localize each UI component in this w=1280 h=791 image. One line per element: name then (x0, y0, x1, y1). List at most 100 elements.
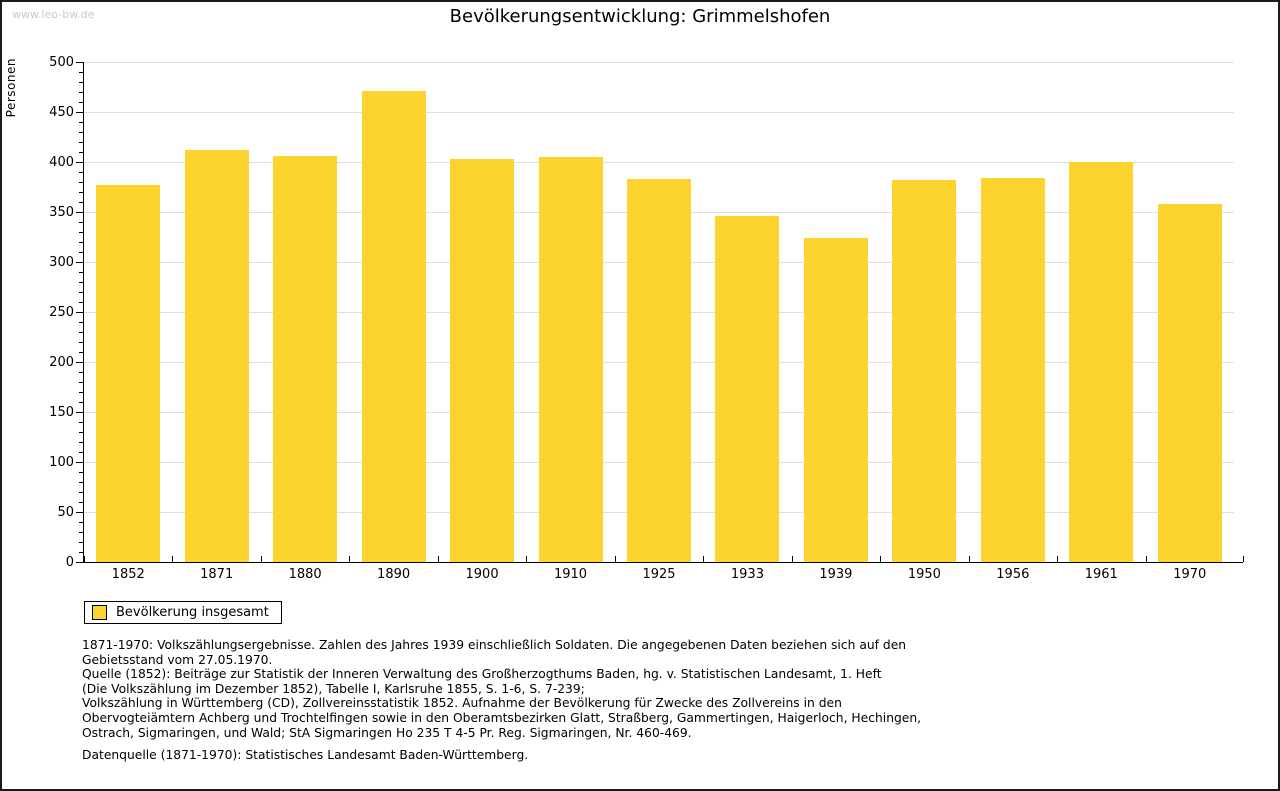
y-tick-label: 250 (49, 305, 74, 320)
source-notes: 1871-1970: Volkszählungsergebnisse. Zahl… (82, 638, 1202, 763)
y-minor-tick (79, 302, 83, 303)
y-axis-line (83, 62, 84, 563)
x-axis-line (83, 562, 1243, 563)
chart-title: Bevölkerungsentwicklung: Grimmelshofen (449, 6, 831, 27)
note-line: Ostrach, Sigmaringen, und Wald; StA Sigm… (82, 725, 692, 740)
y-minor-tick (79, 252, 83, 253)
datasource-line: Datenquelle (1871-1970): Statistisches L… (82, 748, 529, 763)
bar-1956 (980, 178, 1045, 562)
bar-1890 (361, 91, 426, 562)
bar-1970 (1157, 204, 1222, 562)
y-minor-tick (79, 72, 83, 73)
y-minor-tick (79, 482, 83, 483)
y-minor-tick (79, 122, 83, 123)
x-tick (526, 556, 528, 562)
y-minor-tick (79, 82, 83, 83)
y-minor-tick (79, 232, 83, 233)
bar-1910 (538, 157, 603, 562)
legend-label: Bevölkerung insgesamt (116, 605, 269, 620)
x-tick (1145, 556, 1147, 562)
y-minor-tick (79, 452, 83, 453)
y-tick-label: 400 (49, 155, 74, 170)
x-tick (260, 556, 262, 562)
x-tick (1057, 556, 1059, 562)
y-minor-tick (79, 92, 83, 93)
y-major-tick (76, 112, 83, 113)
x-tick-label: 1852 (111, 567, 145, 582)
y-minor-tick (79, 532, 83, 533)
bar-1961 (1069, 162, 1134, 562)
x-tick (968, 556, 970, 562)
y-minor-tick (79, 282, 83, 283)
y-minor-tick (79, 142, 83, 143)
note-line: Obervogteiämtern Achberg und Trochtelfin… (82, 710, 922, 725)
x-tick-label: 1950 (907, 567, 941, 582)
bar-1925 (627, 179, 691, 562)
y-minor-tick (79, 152, 83, 153)
bar-1852 (96, 185, 161, 562)
y-minor-tick (79, 542, 83, 543)
x-tick-label: 1890 (377, 567, 411, 582)
x-tick-label: 1939 (819, 567, 853, 582)
plot-area (84, 62, 1234, 562)
y-minor-tick (79, 322, 83, 323)
y-minor-tick (79, 372, 83, 373)
x-tick (614, 556, 616, 562)
y-major-tick (76, 462, 83, 463)
note-lines: 1871-1970: Volkszählungsergebnisse. Zahl… (82, 638, 1202, 740)
x-tick-label: 1925 (642, 567, 676, 582)
grid-line (84, 162, 1234, 163)
y-minor-tick (79, 242, 83, 243)
x-tick (437, 556, 439, 562)
y-tick-label: 100 (49, 455, 74, 470)
x-tick-label: 1933 (730, 567, 764, 582)
y-minor-tick (79, 442, 83, 443)
y-minor-tick (79, 432, 83, 433)
x-tick (172, 556, 174, 562)
grid-line (84, 62, 1234, 63)
y-tick-label: 150 (49, 405, 74, 420)
x-tick (703, 556, 705, 562)
y-minor-tick (79, 472, 83, 473)
y-minor-tick (79, 502, 83, 503)
bar-1939 (803, 238, 868, 562)
y-minor-tick (79, 382, 83, 383)
x-tick (84, 556, 85, 562)
y-minor-tick (79, 132, 83, 133)
y-minor-tick (79, 202, 83, 203)
y-tick-label: 0 (65, 555, 74, 570)
y-major-tick (76, 412, 83, 413)
y-major-tick (76, 512, 83, 513)
y-minor-tick (79, 192, 83, 193)
y-minor-tick (79, 552, 83, 553)
y-minor-tick (79, 342, 83, 343)
y-minor-tick (79, 402, 83, 403)
y-tick-label: 200 (49, 355, 74, 370)
y-minor-tick (79, 292, 83, 293)
x-tick (791, 556, 793, 562)
x-tick-label: 1970 (1173, 567, 1207, 582)
y-major-tick (76, 312, 83, 313)
y-major-tick (76, 362, 83, 363)
y-minor-tick (79, 222, 83, 223)
grid-line (84, 112, 1234, 113)
bar-1933 (715, 216, 780, 562)
note-line: Gebietsstand vom 27.05.1970. (82, 652, 273, 667)
x-tick (1243, 556, 1244, 562)
y-minor-tick (79, 102, 83, 103)
legend-swatch (92, 605, 107, 620)
bar-1880 (273, 156, 338, 562)
x-tick-label: 1956 (996, 567, 1030, 582)
y-minor-tick (79, 332, 83, 333)
note-line: 1871-1970: Volkszählungsergebnisse. Zahl… (82, 638, 907, 652)
y-tick-label: 300 (49, 255, 74, 270)
y-major-tick (76, 62, 83, 63)
x-tick-label: 1910 (553, 567, 588, 582)
watermark: www.leo-bw.de (12, 8, 95, 21)
y-minor-tick (79, 392, 83, 393)
y-minor-tick (79, 182, 83, 183)
note-line: (Die Volkszählung im Dezember 1852), Tab… (82, 681, 585, 696)
y-tick-label: 500 (49, 55, 74, 70)
y-minor-tick (79, 522, 83, 523)
